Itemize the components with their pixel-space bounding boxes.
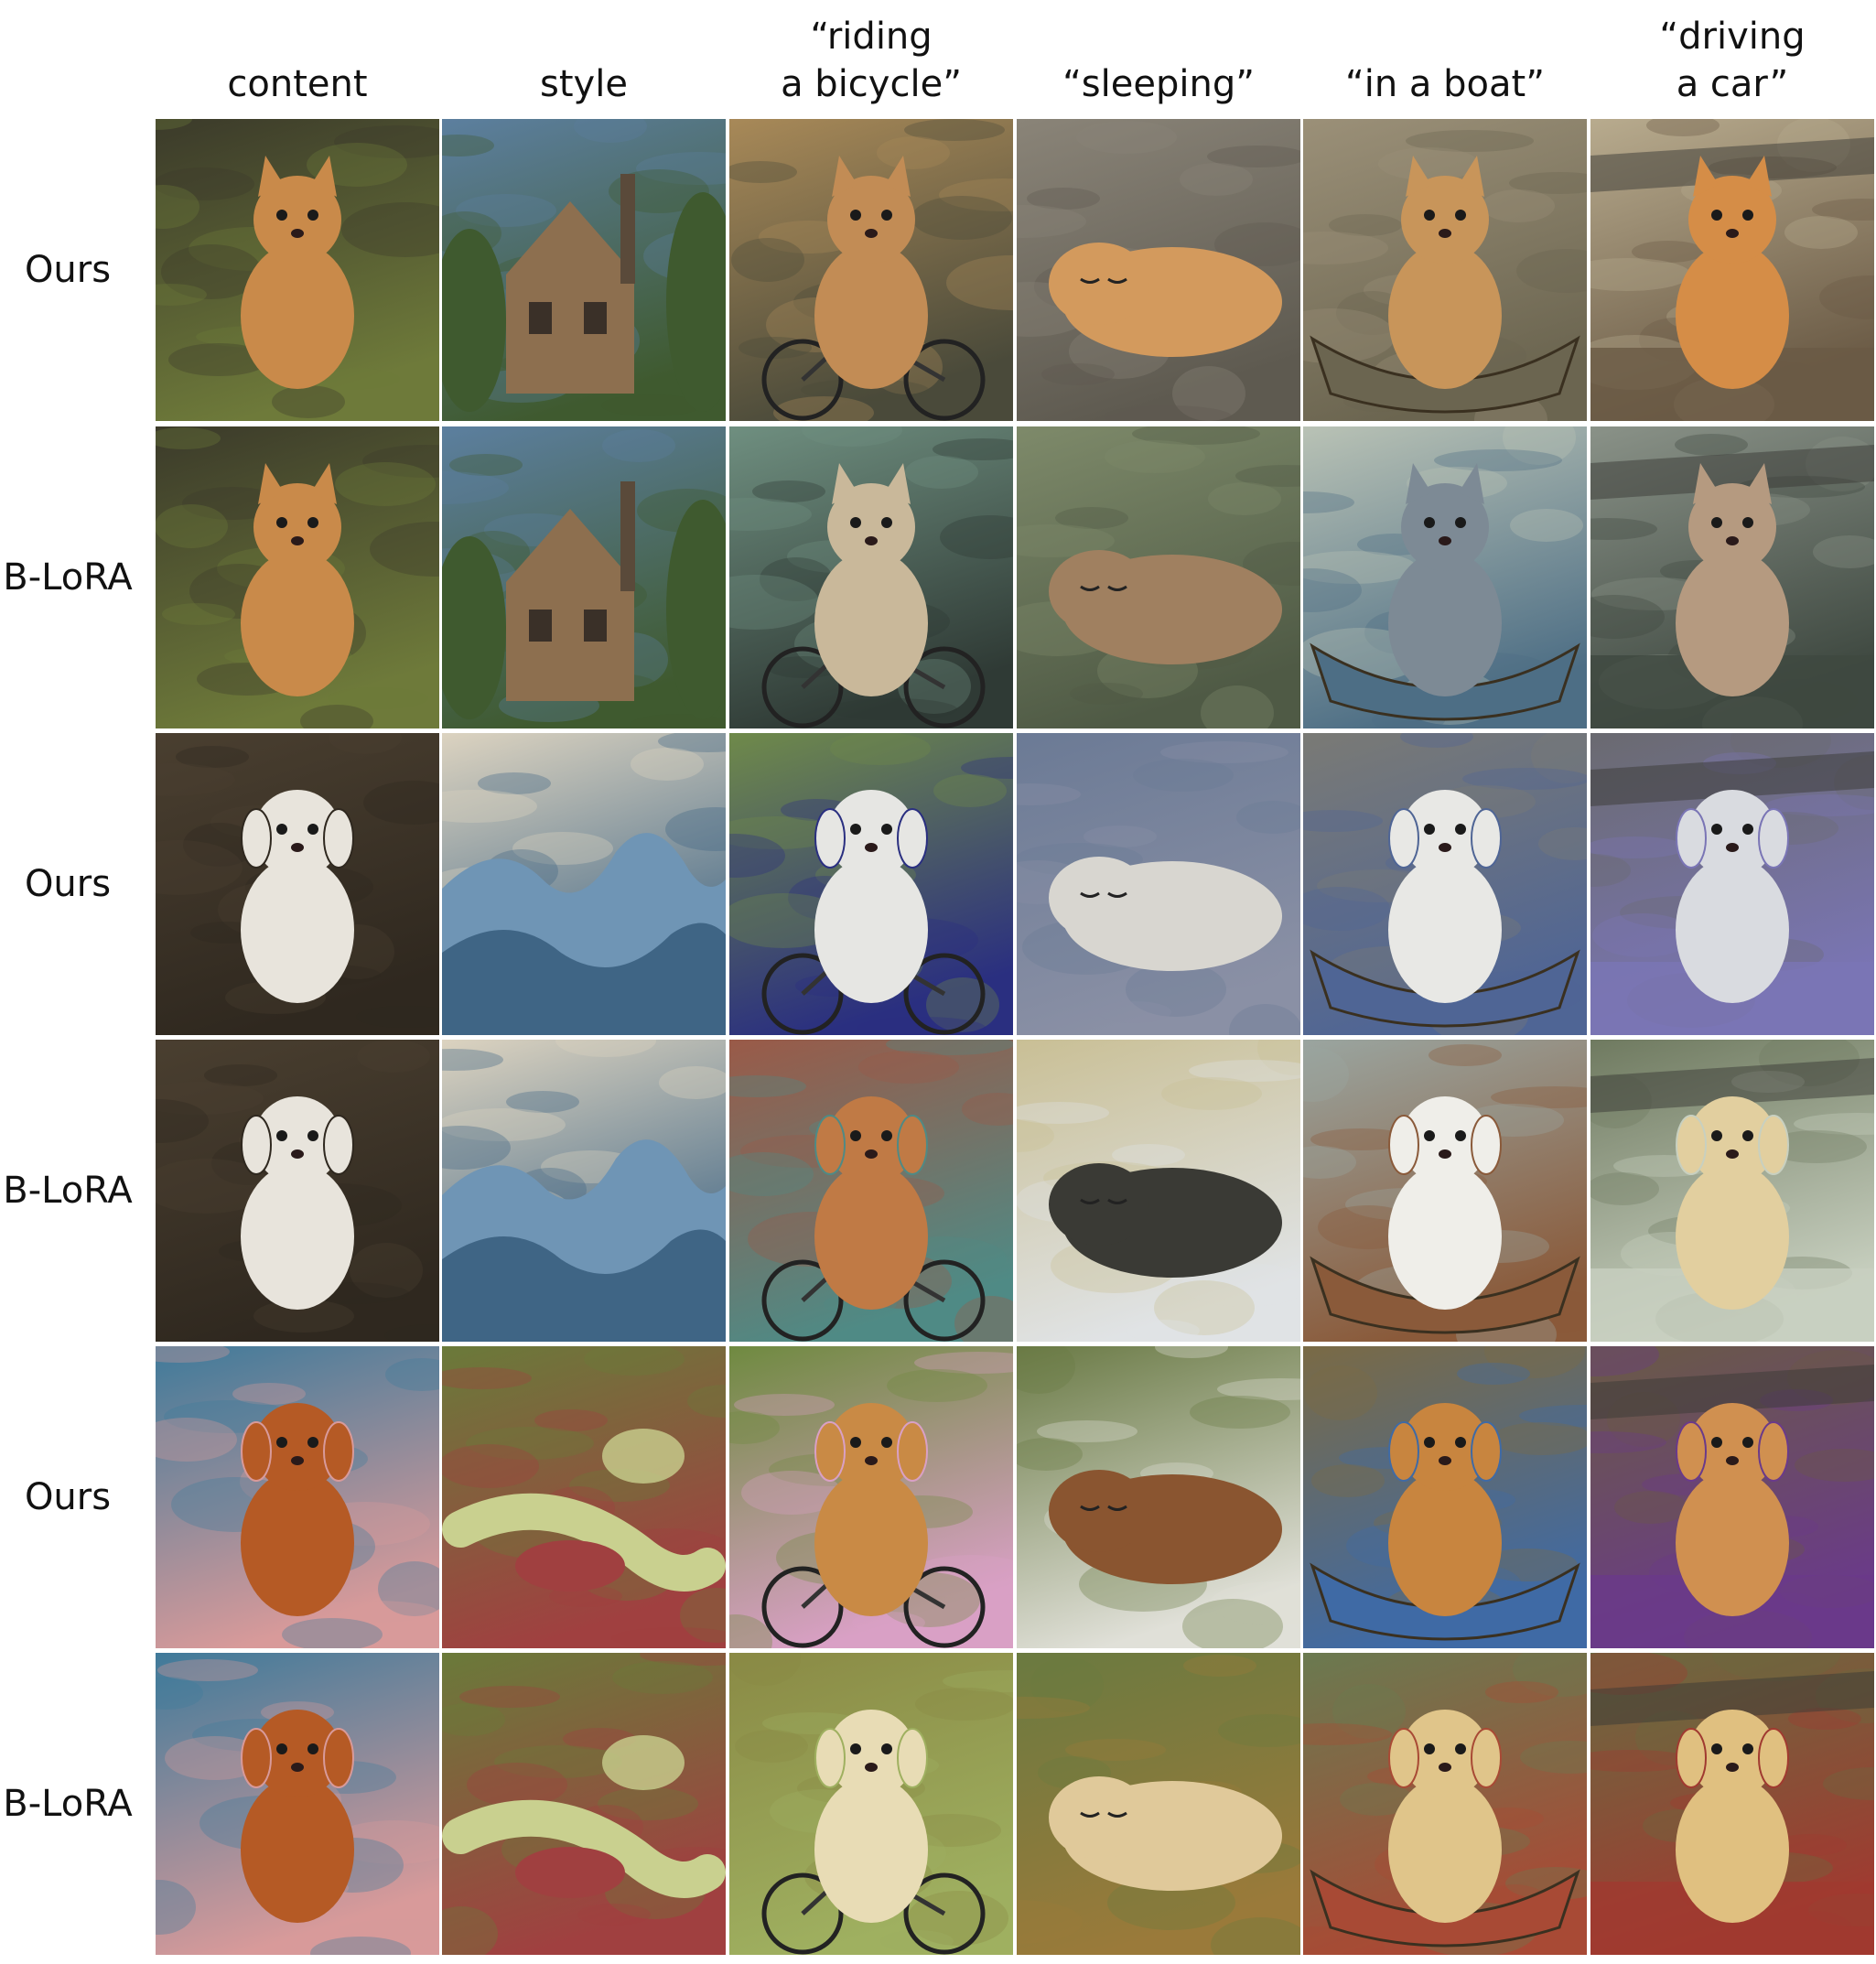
row-label-ours: Ours (24, 1476, 112, 1518)
image-tile-sleeping (1017, 1040, 1300, 1342)
mosaic-wave-icon (442, 733, 726, 1035)
dog-photo-icon (156, 1040, 439, 1342)
image-tile-sleeping (1017, 733, 1300, 1035)
dog-boat-icon (1303, 1346, 1587, 1648)
image-tile-driving (1590, 733, 1874, 1035)
column-header-content: content (156, 0, 439, 108)
cat-car-icon (1590, 119, 1874, 421)
watercolor-house-icon (442, 426, 726, 728)
image-tile-boat (1303, 426, 1587, 728)
image-tile-content (156, 733, 439, 1035)
column-header-label: content (227, 63, 368, 105)
image-tile-boat (1303, 1040, 1587, 1342)
row-label-b-lora: B-LoRA (3, 1783, 133, 1825)
cat-photo-icon (156, 119, 439, 421)
image-tile-boat (1303, 1346, 1587, 1648)
dog-photo-icon (156, 1653, 439, 1955)
row-label-ours: Ours (24, 863, 112, 905)
dog-photo-icon (156, 1346, 439, 1648)
dog-boat-icon (1303, 1040, 1587, 1342)
row-label-ours: Ours (24, 249, 112, 291)
image-tile-content (156, 1653, 439, 1955)
column-header-label: style (540, 63, 628, 105)
watercolor-house-icon (442, 119, 726, 421)
dog-car-icon (1590, 1346, 1874, 1648)
cat-photo-icon (156, 426, 439, 728)
image-tile-boat (1303, 1653, 1587, 1955)
dog-sleeping-icon (1017, 1040, 1300, 1342)
image-tile-driving (1590, 426, 1874, 728)
image-tile-content (156, 119, 439, 421)
impressionist-painting-icon (442, 1653, 726, 1955)
image-tile-content (156, 1040, 439, 1342)
row-label-b-lora: B-LoRA (3, 1170, 133, 1212)
dog-car-icon (1590, 733, 1874, 1035)
cat-bicycle-icon (729, 426, 1013, 728)
cat-boat-icon (1303, 119, 1587, 421)
dog-bicycle-icon (729, 1040, 1013, 1342)
cat-sleeping-icon (1017, 119, 1300, 421)
row-label-b-lora: B-LoRA (3, 556, 133, 599)
image-tile-driving (1590, 1653, 1874, 1955)
column-header-boat: “in a boat” (1303, 0, 1587, 108)
image-tile-riding (729, 426, 1013, 728)
dog-photo-icon (156, 733, 439, 1035)
cat-sleeping-icon (1017, 426, 1300, 728)
column-header-riding: “riding a bicycle” (729, 0, 1013, 108)
dog-sleeping-icon (1017, 733, 1300, 1035)
image-tile-boat (1303, 733, 1587, 1035)
image-tile-riding (729, 119, 1013, 421)
image-tile-style (442, 1346, 726, 1648)
image-tile-boat (1303, 119, 1587, 421)
image-tile-sleeping (1017, 119, 1300, 421)
column-header-driving: “driving a car” (1590, 0, 1874, 108)
impressionist-painting-icon (442, 1346, 726, 1648)
image-tile-riding (729, 733, 1013, 1035)
column-header-label: “sleeping” (1062, 63, 1255, 105)
cat-boat-icon (1303, 426, 1587, 728)
dog-bicycle-icon (729, 733, 1013, 1035)
image-tile-sleeping (1017, 1346, 1300, 1648)
image-tile-riding (729, 1346, 1013, 1648)
cat-bicycle-icon (729, 119, 1013, 421)
column-header-label: “driving a car” (1659, 16, 1806, 105)
image-tile-driving (1590, 1346, 1874, 1648)
image-tile-driving (1590, 1040, 1874, 1342)
dog-boat-icon (1303, 733, 1587, 1035)
image-tile-style (442, 119, 726, 421)
image-tile-riding (729, 1040, 1013, 1342)
dog-sleeping-icon (1017, 1346, 1300, 1648)
mosaic-wave-icon (442, 1040, 726, 1342)
column-header-label: “riding a bicycle” (781, 16, 962, 105)
dog-bicycle-icon (729, 1346, 1013, 1648)
column-header-sleeping: “sleeping” (1017, 0, 1300, 108)
image-tile-style (442, 426, 726, 728)
dog-car-icon (1590, 1040, 1874, 1342)
image-tile-sleeping (1017, 1653, 1300, 1955)
column-header-style: style (442, 0, 726, 108)
image-tile-riding (729, 1653, 1013, 1955)
image-tile-content (156, 426, 439, 728)
image-tile-style (442, 1653, 726, 1955)
dog-sleeping-icon (1017, 1653, 1300, 1955)
image-tile-style (442, 1040, 726, 1342)
cat-car-icon (1590, 426, 1874, 728)
dog-bicycle-icon (729, 1653, 1013, 1955)
image-tile-driving (1590, 119, 1874, 421)
image-tile-content (156, 1346, 439, 1648)
dog-car-icon (1590, 1653, 1874, 1955)
image-tile-style (442, 733, 726, 1035)
image-tile-sleeping (1017, 426, 1300, 728)
dog-boat-icon (1303, 1653, 1587, 1955)
column-header-label: “in a boat” (1345, 63, 1545, 105)
